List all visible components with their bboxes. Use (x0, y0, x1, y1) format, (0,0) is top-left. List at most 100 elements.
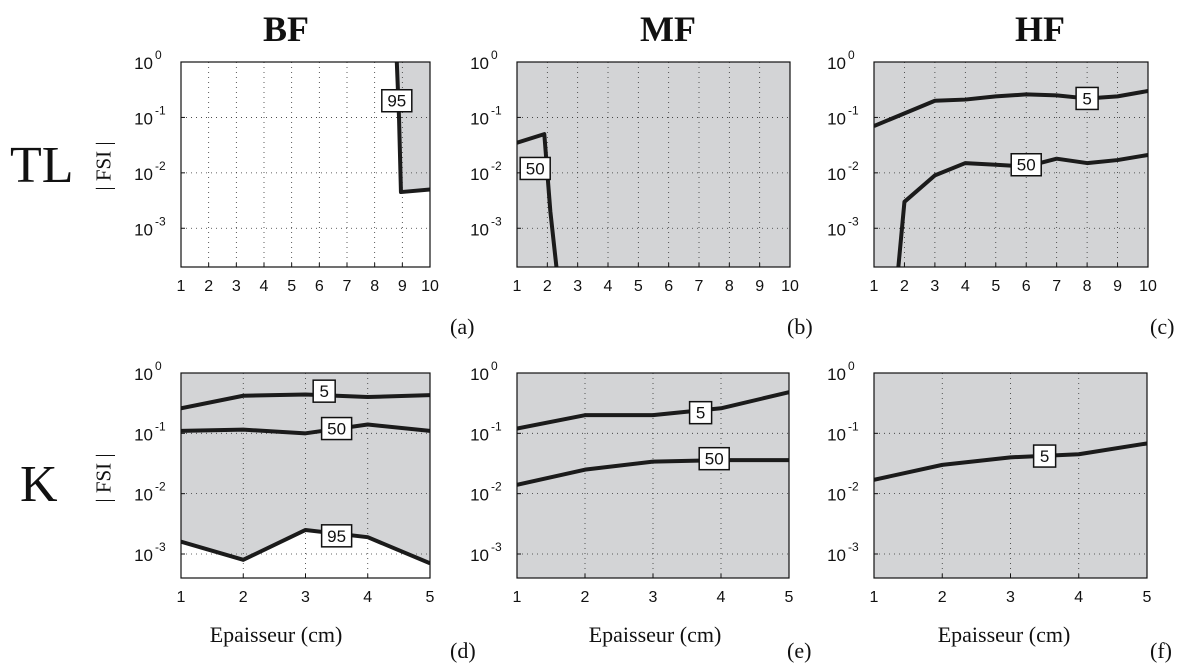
y-tick-exponent: -3 (155, 540, 166, 554)
y-tick-label: 10 (470, 425, 489, 444)
x-tick-label: 6 (1022, 278, 1031, 295)
y-tick-label: 10 (470, 165, 489, 184)
x-tick-label: 7 (1052, 278, 1061, 295)
x-tick-label: 5 (785, 589, 794, 606)
x-tick-label: 6 (315, 278, 324, 295)
y-tick-label: 10 (827, 109, 846, 128)
x-tick-label: 3 (301, 589, 310, 606)
contour-label-95: 95 (387, 92, 406, 111)
x-tick-label: 2 (204, 278, 213, 295)
contour-line-95 (181, 527, 430, 566)
contour-label-50: 50 (1017, 156, 1036, 175)
x-tick-label: 9 (398, 278, 407, 295)
y-tick-label: 10 (827, 365, 846, 384)
zone-band-95 (517, 373, 789, 578)
contour-label-box (519, 156, 551, 181)
x-tick-label: 5 (426, 589, 435, 606)
x-tick-label: 1 (513, 589, 522, 606)
y-tick-label: 10 (470, 546, 489, 565)
contour-label-50: 50 (526, 159, 545, 178)
x-tick-label: 4 (363, 589, 372, 606)
x-tick-label: 1 (513, 278, 522, 295)
y-tick-label: 10 (827, 54, 846, 73)
contour-line-5 (517, 390, 789, 431)
plot-area (181, 62, 430, 267)
y-tick-exponent: -2 (491, 480, 502, 494)
x-tick-label: 10 (781, 278, 799, 295)
contour-line-5 (874, 89, 1148, 128)
y-tick-exponent: -1 (155, 419, 166, 433)
y-tick-label: 10 (134, 425, 153, 444)
contour-label-50: 50 (327, 420, 346, 439)
y-tick-label: 10 (134, 54, 153, 73)
x-axis-title-f: Epaisseur (cm) (937, 622, 1071, 647)
column-title-bf: BF (262, 9, 310, 49)
x-tick-label: 8 (725, 278, 734, 295)
x-tick-label: 2 (543, 278, 552, 295)
contour-line-50 (181, 422, 430, 436)
x-tick-label: 4 (604, 278, 613, 295)
axes-frame (873, 61, 1149, 268)
x-tick-label: 1 (177, 278, 186, 295)
y-tick-label: 10 (134, 365, 153, 384)
y-tick-exponent: 0 (155, 359, 162, 373)
contour-label-box (1010, 152, 1042, 177)
y-tick-label: 10 (134, 165, 153, 184)
column-title-hf: HF (1015, 9, 1065, 49)
zone-band-95 (181, 62, 430, 193)
y-tick-label: 10 (470, 220, 489, 239)
y-tick-label: 10 (470, 54, 489, 73)
y-tick-label: 10 (470, 486, 489, 505)
contour-label-box (1075, 86, 1099, 111)
y-tick-exponent: 0 (491, 48, 498, 62)
contour-label-box (1032, 444, 1057, 468)
y-tick-label: 10 (827, 425, 846, 444)
y-tick-exponent: -2 (848, 159, 859, 173)
x-tick-label: 1 (870, 589, 879, 606)
x-tick-label: 7 (695, 278, 704, 295)
contour-label-5: 5 (1040, 447, 1049, 466)
contour-label-50: 50 (705, 450, 724, 469)
y-tick-label: 10 (134, 109, 153, 128)
y-tick-label: 10 (470, 365, 489, 384)
zone-band-95 (517, 62, 790, 267)
x-axis-title-e: Epaisseur (cm) (588, 622, 722, 647)
x-tick-label: 5 (634, 278, 643, 295)
panel-letter-f: (f) (1150, 638, 1172, 663)
y-tick-label: 10 (827, 220, 846, 239)
panel-letter-b: (b) (787, 314, 813, 339)
contour-label-box (688, 400, 713, 425)
plot-area (181, 373, 430, 578)
contour-line-5 (874, 441, 1147, 482)
panel-letter-a: (a) (450, 314, 475, 339)
y-tick-label: 10 (134, 546, 153, 565)
x-tick-label: 3 (232, 278, 241, 295)
x-tick-label: 5 (991, 278, 1000, 295)
contour-label-5: 5 (696, 404, 705, 423)
y-tick-exponent: -1 (491, 103, 502, 117)
x-tick-label: 4 (961, 278, 970, 295)
x-tick-label: 10 (1139, 278, 1157, 295)
column-title-mf: MF (640, 9, 696, 49)
row-label-tl: TL (10, 137, 74, 194)
contour-line-50 (517, 458, 789, 487)
y-tick-exponent: -1 (848, 419, 859, 433)
x-tick-label: 9 (1113, 278, 1122, 295)
y-tick-exponent: -3 (848, 214, 859, 228)
y-tick-label: 10 (827, 546, 846, 565)
panel-letter-c: (c) (1150, 314, 1175, 339)
panel-letter-d: (d) (450, 638, 476, 663)
x-tick-label: 8 (370, 278, 379, 295)
x-axis-title-d: Epaisseur (cm) (209, 622, 343, 647)
y-tick-exponent: -1 (155, 103, 166, 117)
y-tick-label: 10 (134, 220, 153, 239)
x-tick-label: 3 (573, 278, 582, 295)
panel-letter-e: (e) (787, 638, 812, 663)
y-tick-exponent: -1 (491, 419, 502, 433)
